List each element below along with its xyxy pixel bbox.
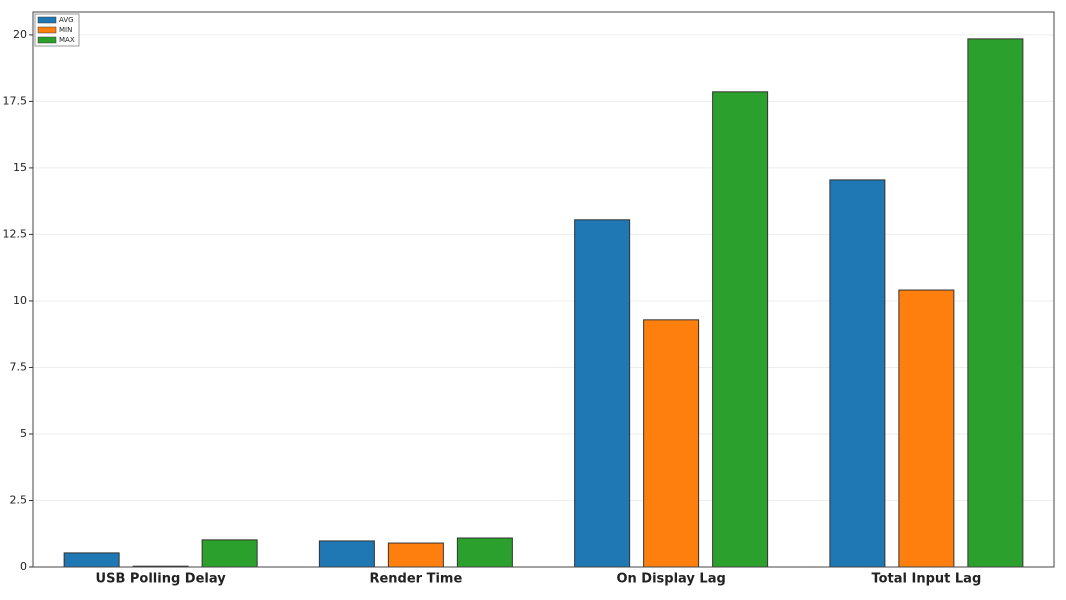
y-tick-label: 5 <box>20 427 27 440</box>
plot-frame <box>32 11 1055 568</box>
x-tick-label: USB Polling Delay <box>96 572 227 587</box>
bar <box>387 542 444 568</box>
bar <box>456 537 513 568</box>
legend-label: MIN <box>59 26 72 34</box>
y-tick-label: 15 <box>13 161 27 174</box>
y-tick-label: 0 <box>20 560 27 573</box>
y-tick-label: 2.5 <box>10 493 28 506</box>
bar <box>63 552 120 568</box>
bar <box>712 91 769 568</box>
bar <box>898 289 955 568</box>
x-tick-label: On Display Lag <box>616 572 725 587</box>
y-tick-label: 17.5 <box>3 94 28 107</box>
bar <box>643 319 700 568</box>
bar <box>829 179 886 568</box>
bar <box>967 38 1024 568</box>
legend-label: MAX <box>59 36 75 44</box>
legend-label: AVG <box>59 16 74 24</box>
bar <box>201 539 258 568</box>
x-tick-label: Render Time <box>369 572 462 587</box>
y-tick-label: 20 <box>13 28 27 41</box>
y-tick-label: 10 <box>13 294 27 307</box>
y-tick-label: 12.5 <box>3 227 28 240</box>
bar <box>574 219 631 568</box>
legend-swatch <box>37 26 57 34</box>
bar <box>318 540 375 568</box>
legend-swatch <box>37 16 57 24</box>
y-tick-label: 7.5 <box>10 360 28 373</box>
x-tick-label: Total Input Lag <box>871 572 981 587</box>
legend-swatch <box>37 36 57 44</box>
